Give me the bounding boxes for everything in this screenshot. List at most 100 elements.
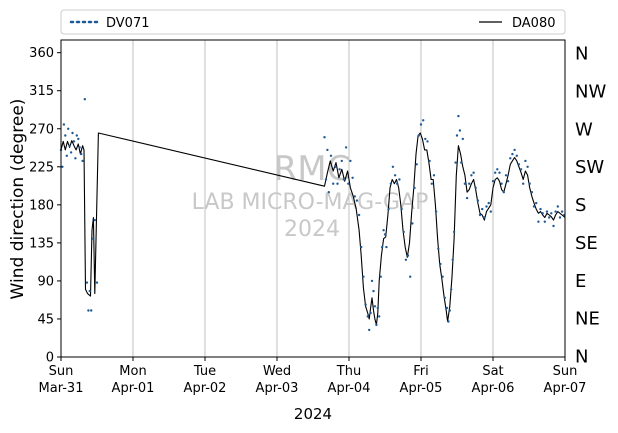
data-point-dv071	[513, 148, 516, 152]
data-point-dv071	[389, 182, 392, 185]
data-point-dv071	[368, 328, 371, 332]
data-point-dv071	[558, 216, 562, 219]
y-tick-label: 315	[29, 84, 54, 99]
data-point-dv071	[324, 178, 328, 181]
plot-frame	[60, 39, 566, 358]
data-point-dv071	[541, 212, 544, 215]
data-point-dv071	[481, 207, 484, 211]
compass-label: SW	[575, 157, 604, 178]
data-point-dv071	[357, 213, 361, 217]
y-tick-label: 45	[37, 312, 54, 327]
data-point-dv071	[443, 296, 446, 299]
data-point-dv071	[460, 161, 463, 164]
data-point-dv071	[483, 216, 486, 219]
data-point-dv071	[424, 137, 427, 141]
data-point-dv071	[470, 174, 473, 177]
data-point-dv071	[382, 229, 385, 232]
data-point-dv071	[90, 309, 93, 312]
data-point-dv071	[447, 320, 450, 323]
data-point-dv071	[437, 247, 440, 250]
series-dv071	[59, 98, 566, 332]
data-point-dv071	[428, 159, 431, 163]
data-point-dv071	[387, 207, 390, 211]
data-point-dv071	[417, 134, 420, 137]
y-tick-label: 360	[29, 46, 54, 61]
data-point-dv071	[396, 182, 399, 185]
data-point-dv071	[336, 182, 339, 185]
data-point-dv071	[489, 210, 492, 213]
data-point-dv071	[61, 165, 64, 168]
data-point-dv071	[349, 159, 352, 163]
data-point-dv071	[344, 146, 348, 149]
data-point-dv071	[72, 140, 76, 143]
data-point-dv071	[524, 159, 527, 163]
data-point-dv071	[80, 152, 83, 156]
data-point-dv071	[463, 182, 467, 185]
data-point-dv071	[458, 129, 462, 132]
data-point-dv071	[92, 237, 95, 240]
data-point-dv071	[545, 210, 549, 213]
data-point-dv071	[379, 275, 382, 278]
data-point-dv071	[362, 275, 365, 278]
compass-label: N	[575, 44, 588, 65]
data-point-dv071	[468, 182, 471, 185]
data-point-dv071	[85, 281, 89, 284]
x-tick-label-date: Apr-05	[400, 381, 443, 396]
data-point-dv071	[375, 323, 378, 327]
y-tick-label: 180	[29, 198, 54, 213]
data-point-dv071	[550, 212, 553, 215]
data-point-dv071	[502, 191, 505, 194]
data-point-dv071	[400, 207, 403, 211]
data-point-dv071	[535, 201, 538, 205]
y-axis-ticks: 0 45 90 135 180 225 270 315 360	[29, 46, 61, 366]
data-point-dv071	[439, 262, 442, 266]
data-point-dv071	[77, 137, 80, 141]
data-point-dv071	[537, 220, 540, 223]
data-point-dv071	[74, 157, 77, 160]
data-point-dv071	[422, 119, 425, 122]
legend-entry-da080: DA080	[479, 16, 556, 31]
data-point-dv071	[373, 305, 377, 308]
watermark-line-2: LAB MICRO-MAG-GAP	[192, 190, 429, 215]
data-point-dv071	[548, 216, 551, 219]
y-tick-label: 0	[46, 351, 54, 366]
x-tick-label-date: Apr-06	[472, 381, 515, 396]
data-point-dv071	[434, 210, 438, 213]
legend-box	[60, 9, 566, 35]
y-tick-label: 135	[29, 236, 54, 251]
x-tick-label-date: Apr-03	[256, 381, 299, 396]
data-point-dv071	[353, 195, 356, 198]
data-point-dv071	[528, 182, 531, 185]
x-axis-ticks: Sun Mar-31 Mon Apr-01 Tue Apr-02 Wed Apr-03 Thu A…	[39, 357, 586, 396]
data-point-dv071	[370, 279, 374, 283]
data-point-dv071	[68, 144, 71, 147]
data-point-dv071	[385, 245, 388, 249]
data-point-dv071	[69, 151, 73, 154]
legend: DV071 DA080	[60, 9, 566, 35]
data-point-dv071	[496, 168, 499, 171]
data-point-dv071	[448, 309, 451, 312]
data-point-dv071	[93, 218, 97, 222]
compass-label: W	[575, 119, 593, 140]
data-point-dv071	[539, 207, 542, 211]
data-point-dv071	[517, 163, 521, 166]
x-tick-label-day: Sun	[553, 364, 578, 379]
data-point-dv071	[554, 210, 557, 213]
data-point-dv071	[426, 140, 429, 143]
data-point-dv071	[75, 134, 79, 137]
data-point-dv071	[494, 171, 497, 174]
data-point-dv071	[455, 134, 459, 137]
data-point-dv071	[87, 309, 90, 312]
data-point-dv071	[500, 182, 503, 185]
data-point-dv071	[398, 178, 401, 181]
data-point-dv071	[476, 199, 480, 202]
data-point-dv071	[406, 254, 410, 257]
data-point-dv071	[355, 199, 359, 202]
data-point-dv071	[332, 182, 335, 185]
data-point-dv071	[530, 191, 534, 194]
data-point-dv071	[347, 182, 350, 185]
x-tick-label-date: Apr-04	[328, 381, 371, 396]
data-point-dv071	[457, 114, 460, 118]
data-point-dv071	[543, 220, 546, 223]
